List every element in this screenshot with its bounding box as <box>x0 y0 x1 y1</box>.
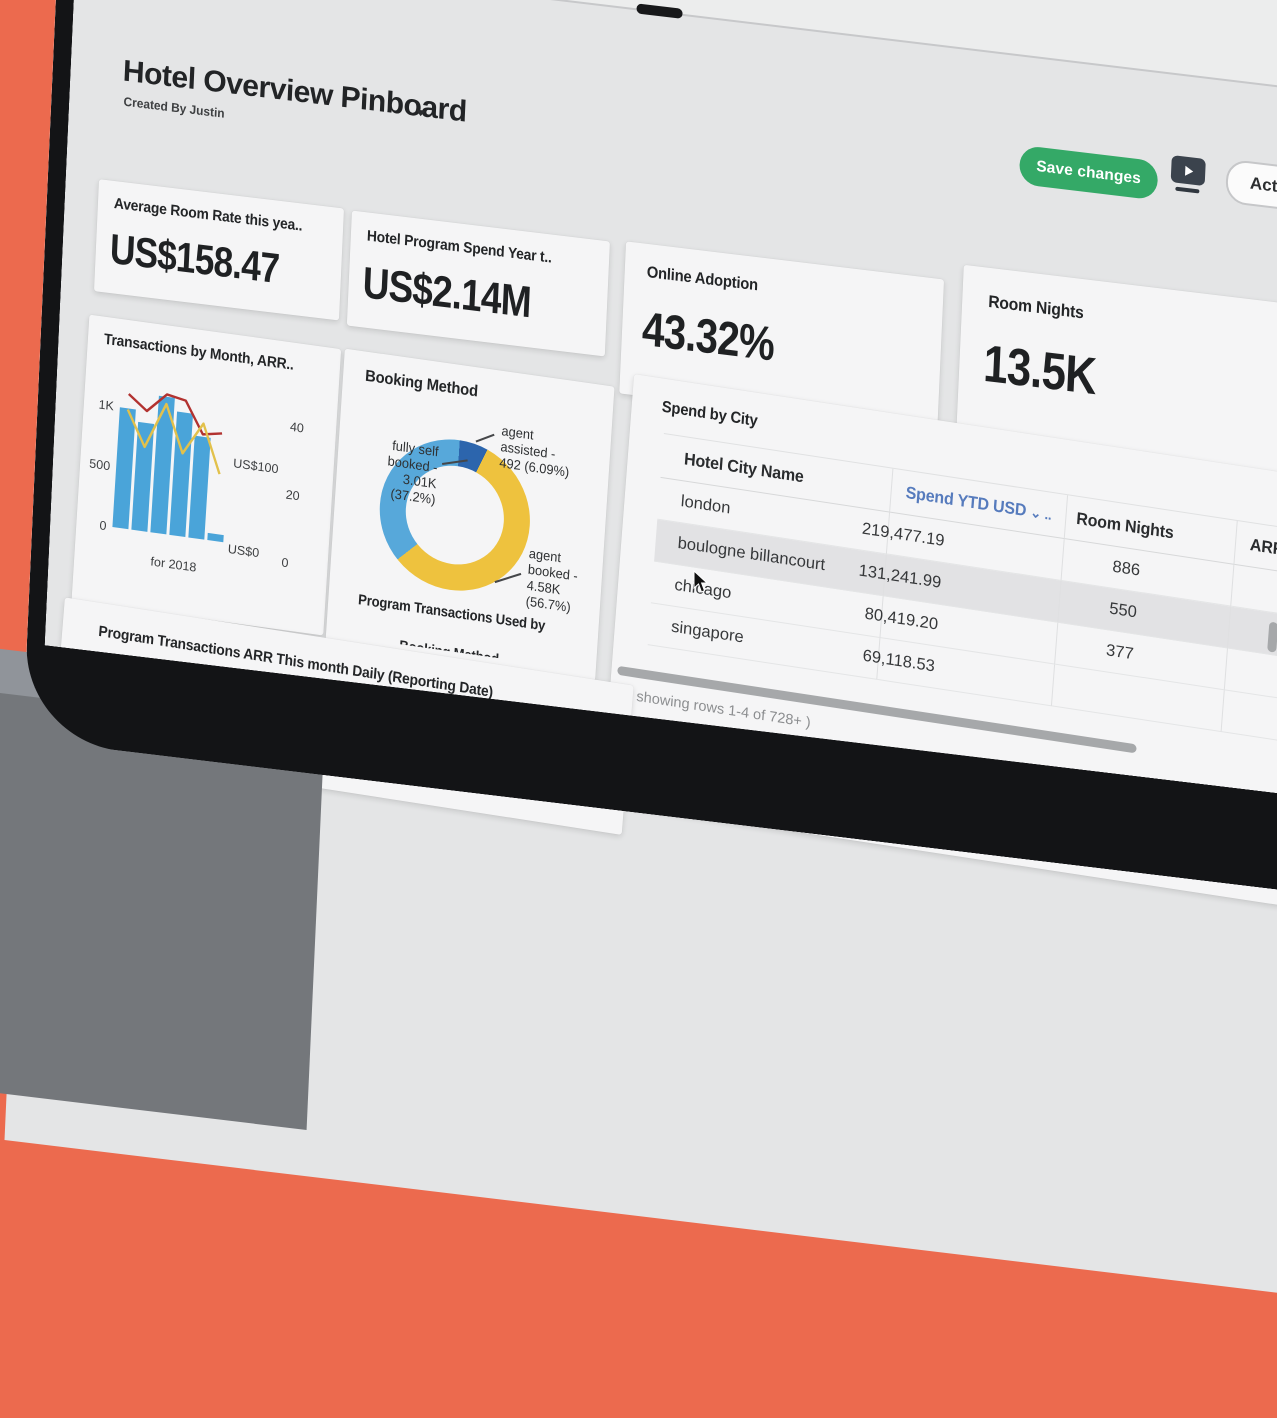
dashboard-canvas: Hotel Overview Pinboard Created By Justi… <box>5 0 1277 1344</box>
laptop-screen: Hotel Overview Pinboard Created By Justi… <box>5 0 1277 1344</box>
mouse-cursor <box>693 570 710 594</box>
